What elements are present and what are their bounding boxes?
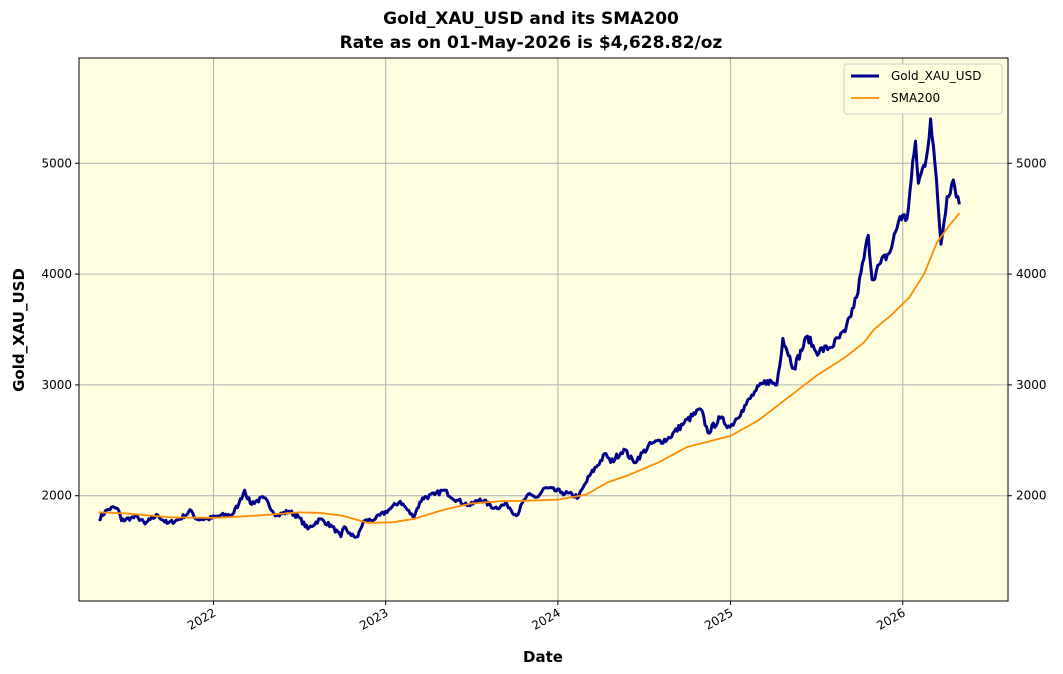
y-tick-label-left: 5000 [41,156,72,170]
series-layer [98,117,961,539]
plot-area [79,58,1008,601]
y-tick-label-right: 3000 [1016,378,1047,392]
x-tick-label: 2022 [185,605,218,632]
y-tick-label-left: 2000 [41,489,72,503]
chart-title: Gold_XAU_USD and its SMA200 [383,9,679,29]
plot-frame [78,57,1009,602]
y-tick-label-right: 5000 [1016,156,1047,170]
y-tick-label-left: 3000 [41,378,72,392]
y-tick-label-right: 2000 [1016,489,1047,503]
series-line-sma200 [98,212,961,524]
grid [79,58,1008,601]
y-tick-label-right: 4000 [1016,267,1047,281]
x-tick-label: 2025 [702,605,735,632]
x-tick-label: 2026 [874,605,907,632]
legend-label-gold: Gold_XAU_USD [891,69,981,83]
x-tick-label: 2024 [529,605,562,632]
x-axis-label: Date [523,648,563,666]
legend: Gold_XAU_USD SMA200 [843,63,1003,115]
legend-box [843,63,1003,115]
series-line-gold [98,117,961,539]
legend-label-sma200: SMA200 [891,91,940,105]
y-tick-label-left: 4000 [41,267,72,281]
chart-subtitle: Rate as on 01-May-2026 is $4,628.82/oz [340,33,723,53]
x-tick-label: 2023 [357,605,390,632]
y-axis-label: Gold_XAU_USD [10,268,28,392]
